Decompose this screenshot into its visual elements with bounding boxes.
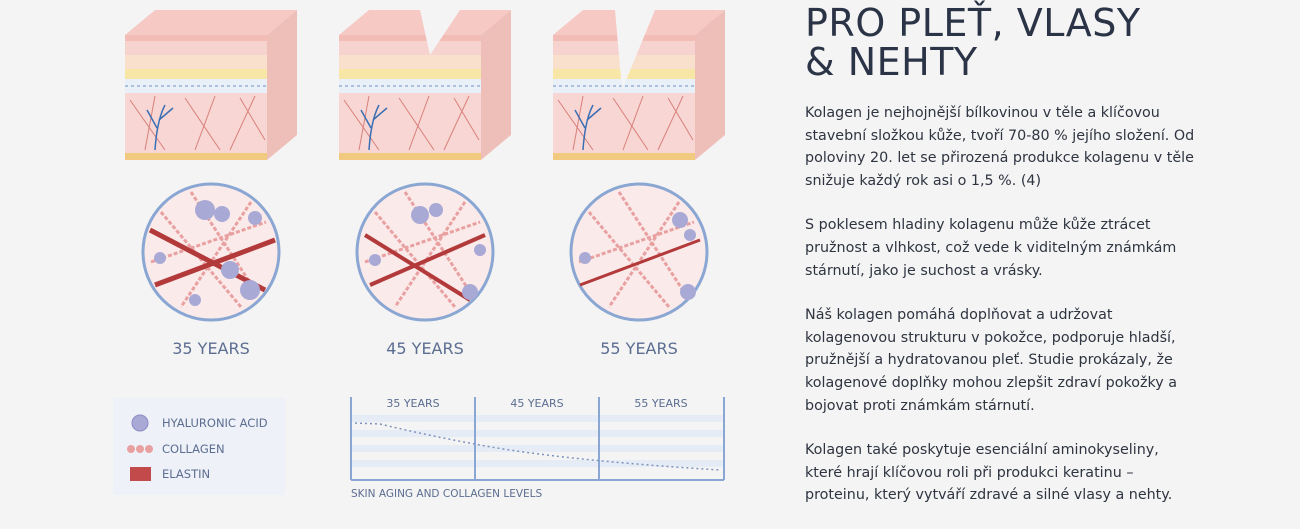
paragraph: S poklesem hladiny kolagenu může kůže zt…: [805, 217, 1177, 279]
legend-item: COLLAGEN: [162, 442, 225, 456]
stage-label: 55 YEARS: [600, 339, 678, 358]
illustration: 35 YEARS 45 YEARS 55 YEARS HYALURONIC AC…: [124, 9, 726, 500]
paragraph: Kolagen je nejhojnější bílkovinou v těle…: [805, 105, 1195, 189]
chart-title: SKIN AGING AND COLLAGEN LEVELS: [351, 488, 543, 500]
stage-label: 45 YEARS: [386, 339, 464, 358]
legend-item: HYALURONIC ACID: [162, 416, 268, 430]
chart-column: 55 YEARS: [634, 397, 687, 410]
paragraph: Náš kolagen pomáhá doplňovat a udržovat …: [805, 307, 1178, 414]
paragraph: Kolagen také poskytuje esenciální aminok…: [805, 442, 1173, 504]
chart-column: 45 YEARS: [510, 397, 563, 410]
legend-item: ELASTIN: [162, 467, 210, 481]
chart-column: 35 YEARS: [386, 397, 439, 410]
page: 35 YEARS 45 YEARS 55 YEARS HYALURONIC AC…: [124, 3, 1195, 504]
heading: PRO PLEŤ, VLASY & NEHTY: [805, 1, 1141, 84]
stage-label: 35 YEARS: [172, 339, 250, 358]
article: PRO PLEŤ, VLASY & NEHTY Kolagen je nejho…: [805, 0, 1195, 529]
aging-chart: 35 YEARS 45 YEARS 55 YEARS SKIN AGING AN…: [350, 397, 725, 500]
